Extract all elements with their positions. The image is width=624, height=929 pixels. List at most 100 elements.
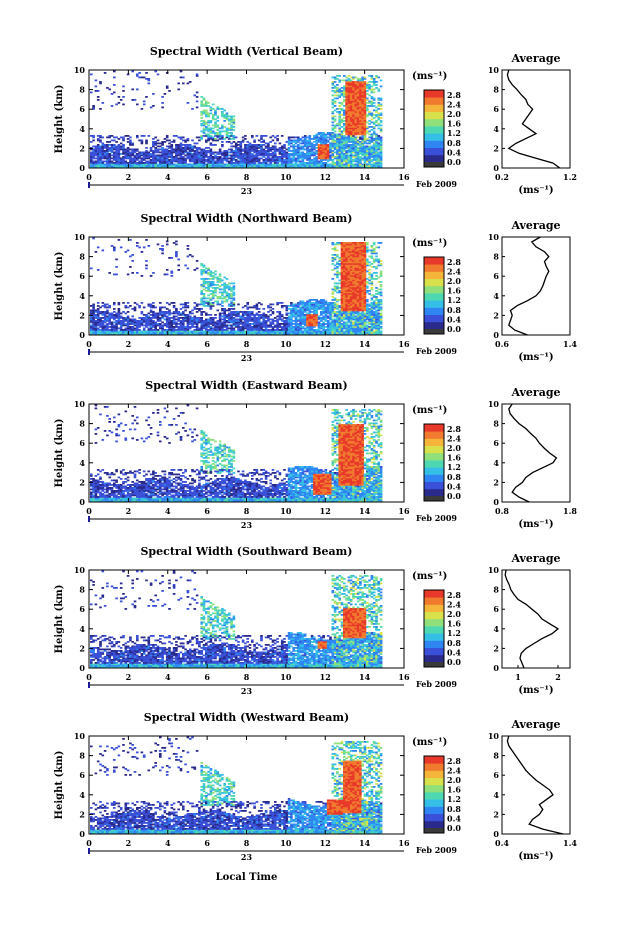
- heatmap-cell: [271, 323, 275, 325]
- heatmap-cell: [211, 303, 215, 306]
- heatmap-cell: [283, 321, 286, 324]
- heatmap-cell: [193, 306, 197, 309]
- heatmap-cell: [294, 323, 298, 325]
- heatmap-cell: [349, 135, 353, 137]
- heatmap-cell: [246, 326, 249, 328]
- heatmap-cell: [377, 139, 381, 142]
- heatmap-cell: [216, 159, 220, 161]
- heatmap-cell: [232, 136, 236, 139]
- heatmap-cell: [377, 136, 381, 139]
- heatmap-cell: [207, 133, 210, 136]
- heatmap-cell: [331, 141, 335, 143]
- heatmap-cell: [232, 305, 236, 307]
- colorbar-segment: [424, 154, 444, 158]
- heatmap-cell: [200, 311, 203, 313]
- heatmap-cell: [113, 165, 116, 167]
- heatmap-cell: [230, 156, 233, 158]
- heatmap-cell: [255, 166, 259, 169]
- heatmap-cell: [359, 130, 362, 133]
- heatmap-cell: [163, 330, 167, 333]
- heatmap-cell: [368, 159, 371, 161]
- heatmap-cell: [108, 154, 111, 157]
- heatmap-cell: [207, 267, 210, 270]
- heatmap-cell: [251, 332, 254, 334]
- heatmap-cell: [280, 135, 284, 137]
- heatmap-cell: [202, 333, 206, 336]
- heatmap-cell: [278, 333, 282, 336]
- heatmap-cell: [241, 315, 245, 318]
- heatmap-cell: [292, 315, 295, 318]
- heatmap-cell: [379, 159, 383, 161]
- heatmap-cell: [375, 106, 378, 109]
- heatmap-cell: [223, 312, 226, 315]
- heatmap-cell: [106, 333, 109, 336]
- heatmap-cell: [324, 157, 328, 160]
- heatmap-cell: [333, 141, 337, 143]
- heatmap-cell: [214, 291, 217, 294]
- heatmap-cell: [145, 333, 148, 336]
- heatmap-cell: [354, 109, 358, 112]
- heatmap-cell: [239, 329, 243, 331]
- heatmap-cell: [225, 136, 229, 139]
- heatmap-cell: [349, 156, 353, 158]
- heatmap-cell: [221, 162, 224, 164]
- heatmap-cell: [168, 324, 171, 327]
- heatmap-cell: [313, 138, 316, 140]
- heatmap-cell: [170, 166, 174, 169]
- heatmap-cell: [230, 148, 233, 151]
- heatmap-cell: [294, 332, 298, 334]
- heatmap-cell: [209, 130, 213, 133]
- heatmap-cell: [223, 323, 226, 325]
- heatmap-cell: [214, 151, 217, 154]
- heatmap-cell: [260, 147, 263, 149]
- heatmap-cell: [163, 165, 167, 167]
- heatmap-cell: [349, 154, 353, 157]
- heatmap-cell: [340, 103, 344, 106]
- heatmap-cell: [347, 133, 351, 136]
- heatmap-cell: [377, 124, 381, 127]
- heatmap-cell: [142, 154, 146, 157]
- heatmap-cell: [333, 130, 337, 133]
- heatmap-cell: [292, 160, 295, 163]
- heatmap-cell: [195, 73, 199, 76]
- heatmap-cell: [248, 330, 252, 333]
- heatmap-cell: [182, 136, 185, 139]
- heatmap-cell: [269, 333, 272, 336]
- heatmap-cell: [370, 76, 374, 79]
- heatmap-cell: [200, 290, 203, 292]
- heatmap-cell: [126, 162, 130, 164]
- heatmap-cell: [303, 329, 307, 331]
- heatmap-cell: [92, 306, 95, 309]
- heatmap-cell: [184, 305, 187, 307]
- heatmap-cell: [140, 324, 144, 327]
- heatmap-cell: [315, 330, 318, 333]
- heatmap-cell: [156, 151, 160, 154]
- heatmap-cell: [301, 153, 305, 155]
- heatmap-cell: [324, 141, 328, 143]
- heatmap-cell: [306, 329, 309, 331]
- heatmap-cell: [101, 136, 105, 139]
- heatmap-cell: [234, 153, 238, 155]
- heatmap-cell: [209, 166, 213, 169]
- heatmap-cell: [262, 165, 266, 167]
- heatmap-cell: [262, 135, 266, 137]
- heatmap-cell: [138, 324, 141, 327]
- heatmap-cell: [308, 309, 312, 312]
- heatmap-cell: [324, 162, 328, 164]
- heatmap-cell: [361, 81, 364, 83]
- heatmap-cell: [191, 160, 194, 163]
- heatmap-cell: [154, 163, 157, 166]
- heatmap-cell: [119, 317, 123, 319]
- heatmap-cell: [175, 145, 178, 148]
- heatmap-cell: [308, 327, 312, 330]
- heatmap-cell: [301, 302, 305, 304]
- heatmap-cell: [313, 136, 316, 139]
- heatmap-cell: [271, 157, 275, 160]
- heatmap-cell: [228, 330, 231, 333]
- heatmap-cell: [216, 320, 220, 322]
- heatmap-cell: [239, 318, 243, 321]
- heatmap-cell: [193, 269, 197, 271]
- heatmap-cell: [147, 327, 151, 330]
- heatmap-cell: [292, 329, 295, 331]
- heatmap-cell: [262, 141, 266, 143]
